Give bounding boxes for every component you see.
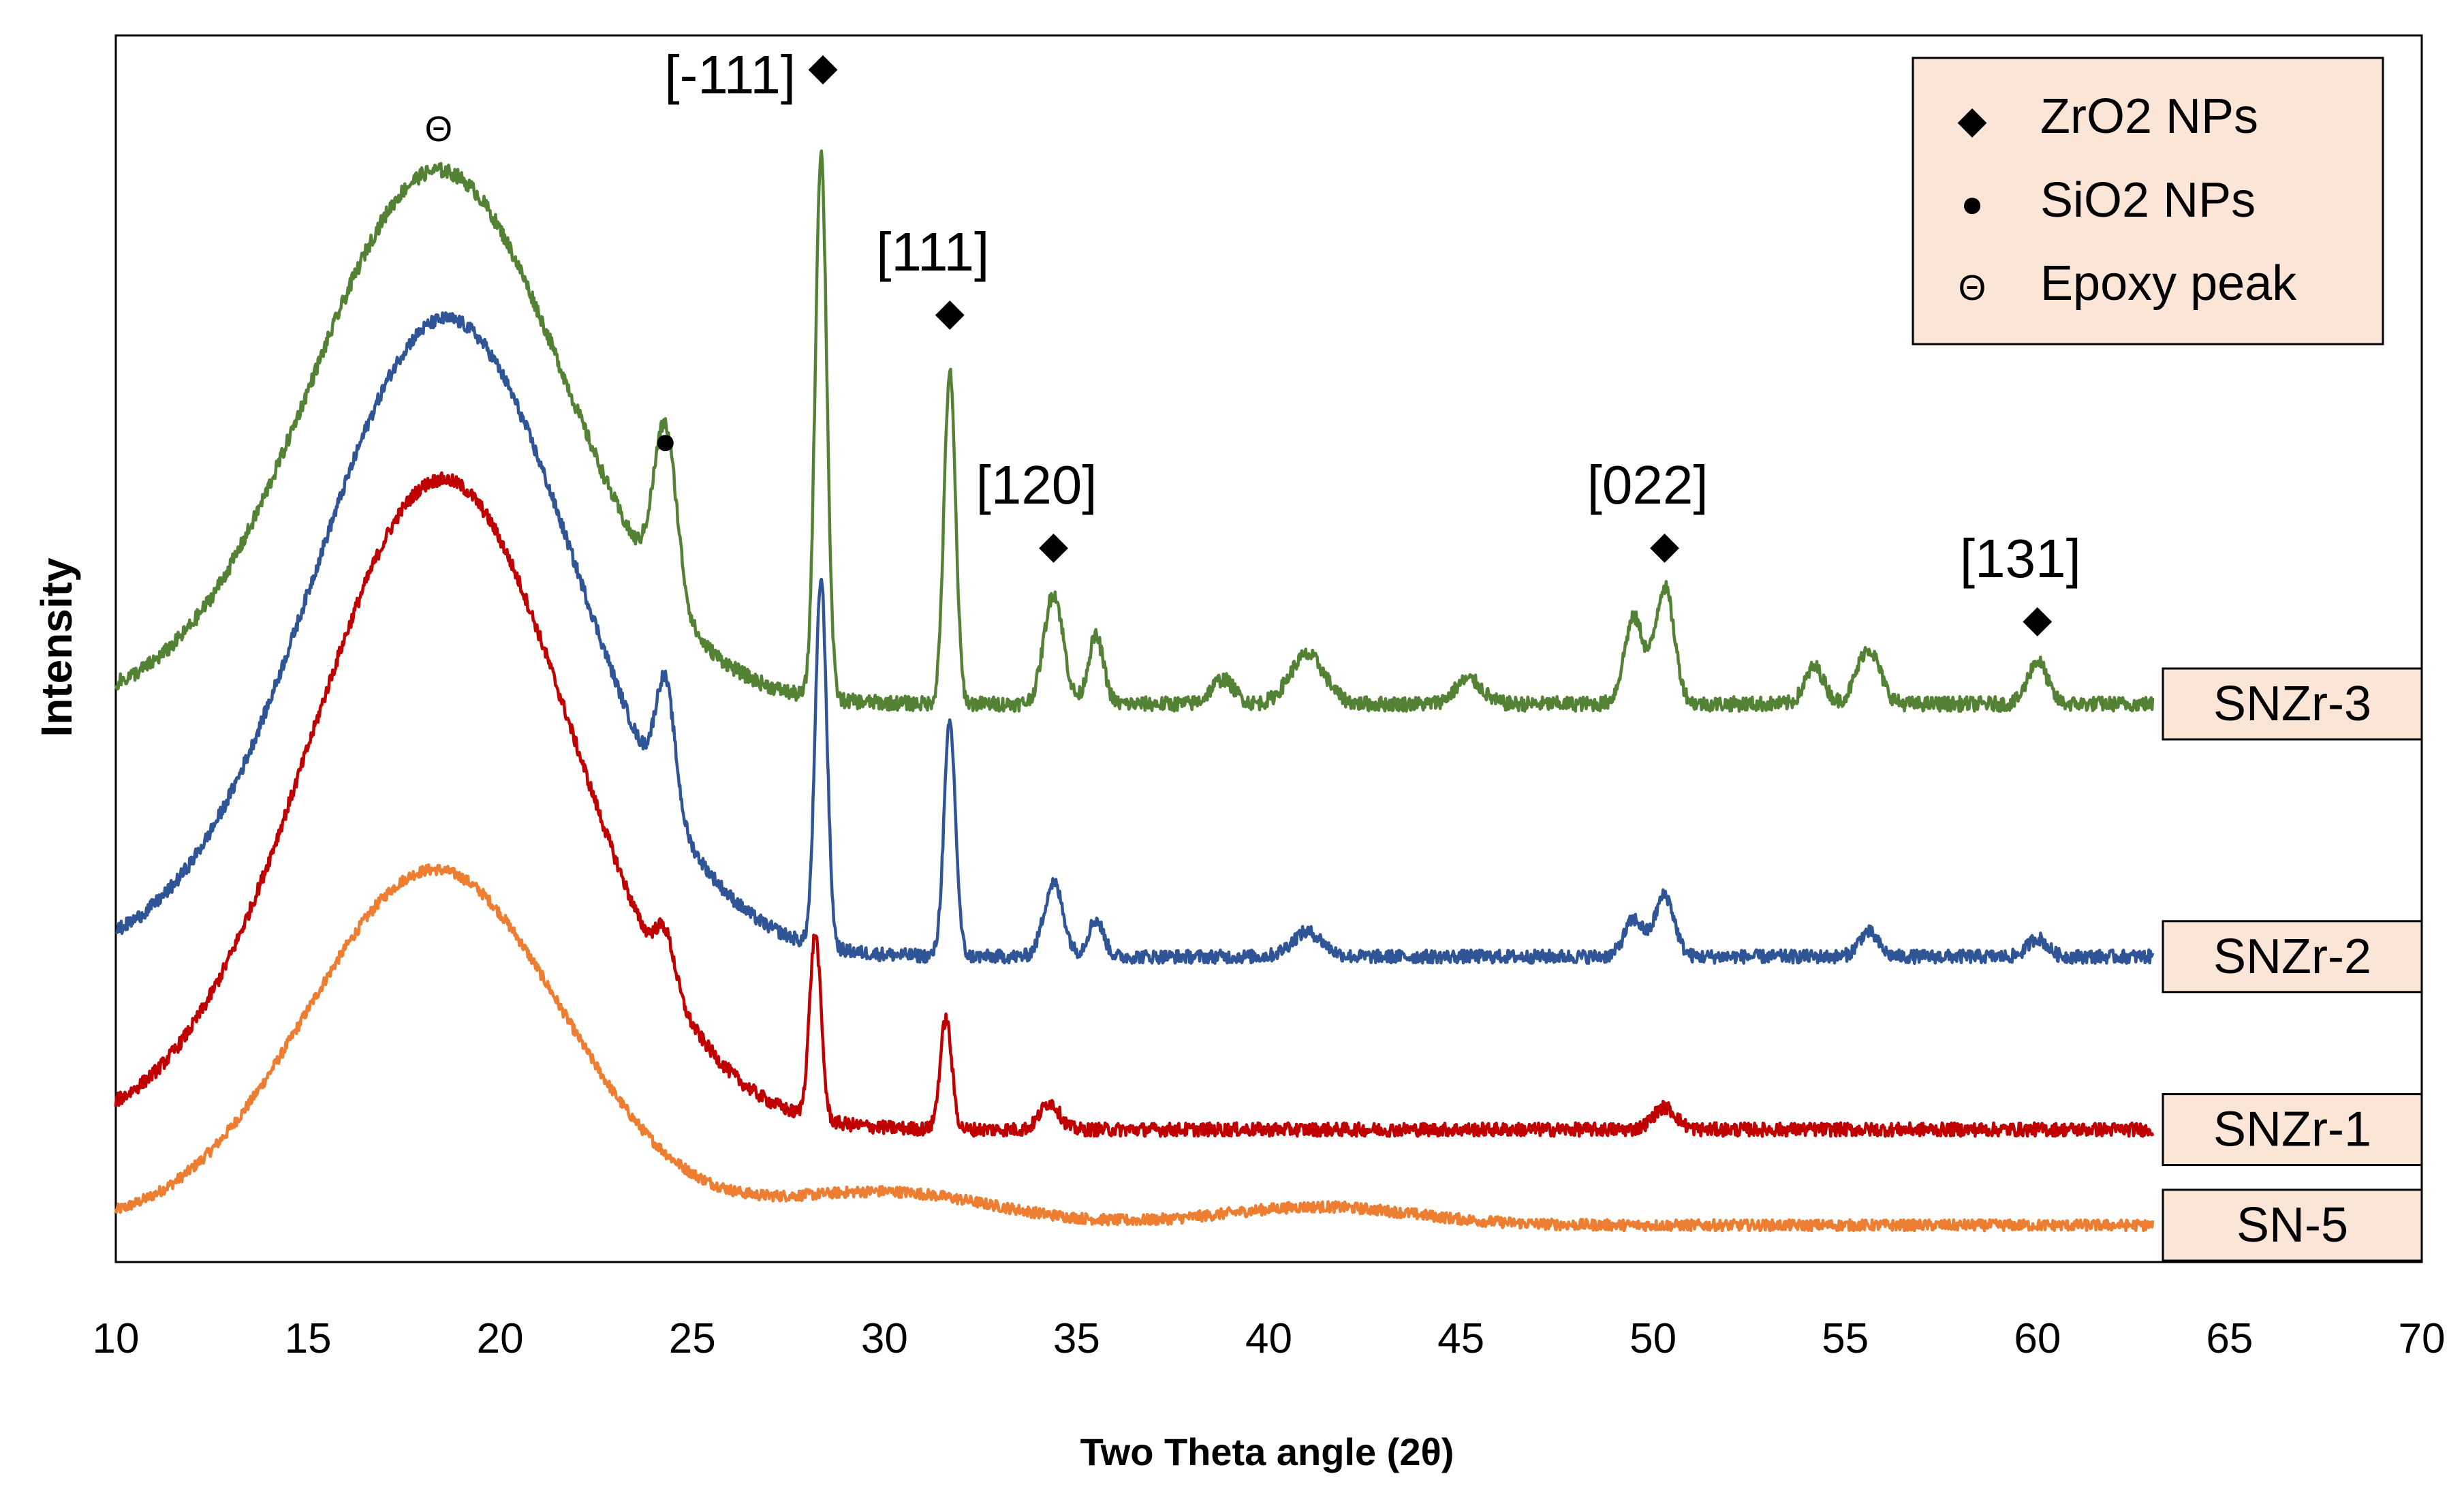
peak-annotation: ● (654, 419, 677, 462)
x-tick-label: 50 (1629, 1315, 1677, 1362)
y-axis-title: Intensity (32, 557, 81, 737)
plot-frame (114, 34, 2423, 1263)
series-label-box (2162, 1188, 2423, 1262)
x-tick-label: 35 (1053, 1315, 1100, 1362)
peak-index-label: [131] (1960, 528, 2081, 589)
series-line-snzr-2 (114, 311, 2155, 965)
legend-label-epoxy: Epoxy peak (2040, 256, 2297, 311)
peak-annotations: Θ ◆ [-111] ● ◆ [111] ◆ [120] ◆ [022] ◆ [131] (425, 44, 2081, 640)
peak-annotation: ◆ [120] (976, 455, 1097, 566)
diamond-marker-icon: ◆ (935, 290, 965, 333)
peak-annotation: ◆ [131] (1960, 528, 2081, 640)
circle-marker-icon: ● (654, 419, 677, 462)
series-line-sn-5 (114, 863, 2155, 1233)
x-tick-label: 20 (477, 1315, 524, 1362)
series-line-snzr-3 (114, 149, 2155, 713)
series-label-snzr-3: SNZr-3 (2162, 667, 2423, 741)
peak-index-label: [120] (976, 455, 1097, 515)
x-tick-label: 30 (861, 1315, 908, 1362)
series-labels: SN-5 SNZr-1 SNZr-2 SNZr-3 (2162, 667, 2423, 1262)
legend-box (1912, 57, 2384, 345)
peak-index-label: [022] (1587, 455, 1709, 515)
x-tick-label: 60 (2014, 1315, 2061, 1362)
diamond-marker-icon: ◆ (1039, 523, 1068, 566)
legend-marker-epoxy-icon: Θ (1959, 268, 1986, 308)
legend-label-sio2: SiO2 NPs (2040, 173, 2256, 228)
peak-annotation: ◆ [111] (876, 221, 989, 333)
series-label-box (2162, 1093, 2423, 1167)
peak-index-label: [-111] (664, 44, 796, 105)
series-layer (114, 149, 2155, 1233)
peak-annotation: ◆ [-111] (664, 44, 837, 105)
x-tick-label: 40 (1245, 1315, 1292, 1362)
x-tick-label: 70 (2399, 1315, 2446, 1362)
series-label-box (2162, 667, 2423, 741)
series-label-snzr-1: SNZr-1 (2162, 1093, 2423, 1167)
series-label-box (2162, 920, 2423, 994)
series-label-text: SNZr-2 (2213, 929, 2371, 984)
x-tick-label: 10 (93, 1315, 140, 1362)
peak-index-label: [111] (876, 221, 989, 282)
x-axis-ticks: 10 15 20 25 30 35 40 45 50 55 60 65 70 (93, 1315, 2446, 1362)
peak-annotation: ◆ [022] (1587, 455, 1709, 566)
diamond-marker-icon: ◆ (809, 45, 838, 88)
x-tick-label: 65 (2206, 1315, 2253, 1362)
x-tick-label: 15 (285, 1315, 332, 1362)
series-label-snzr-2: SNZr-2 (2162, 920, 2423, 994)
peak-annotation: Θ (425, 110, 452, 149)
legend-marker-zro2-icon: ◆ (1957, 98, 1986, 141)
legend-label-zro2: ZrO2 NPs (2040, 89, 2258, 144)
diamond-marker-icon: ◆ (1650, 523, 1679, 566)
series-label-text: SNZr-1 (2213, 1103, 2371, 1157)
series-line-snzr-1 (114, 471, 2155, 1138)
diamond-marker-icon: ◆ (2023, 597, 2052, 640)
legend-marker-sio2-icon: ● (1961, 182, 1984, 225)
theta-marker-icon: Θ (425, 110, 452, 149)
x-axis-title: Two Theta angle (2θ) (1080, 1430, 1454, 1473)
legend: ◆ ZrO2 NPs ● SiO2 NPs Θ Epoxy peak (1912, 57, 2384, 345)
x-tick-label: 55 (1822, 1315, 1869, 1362)
series-label-text: SNZr-3 (2213, 677, 2371, 731)
series-label-text: SN-5 (2236, 1198, 2348, 1252)
x-tick-label: 25 (669, 1315, 716, 1362)
x-tick-label: 45 (1437, 1315, 1484, 1362)
series-label-sn-5: SN-5 (2162, 1188, 2423, 1262)
